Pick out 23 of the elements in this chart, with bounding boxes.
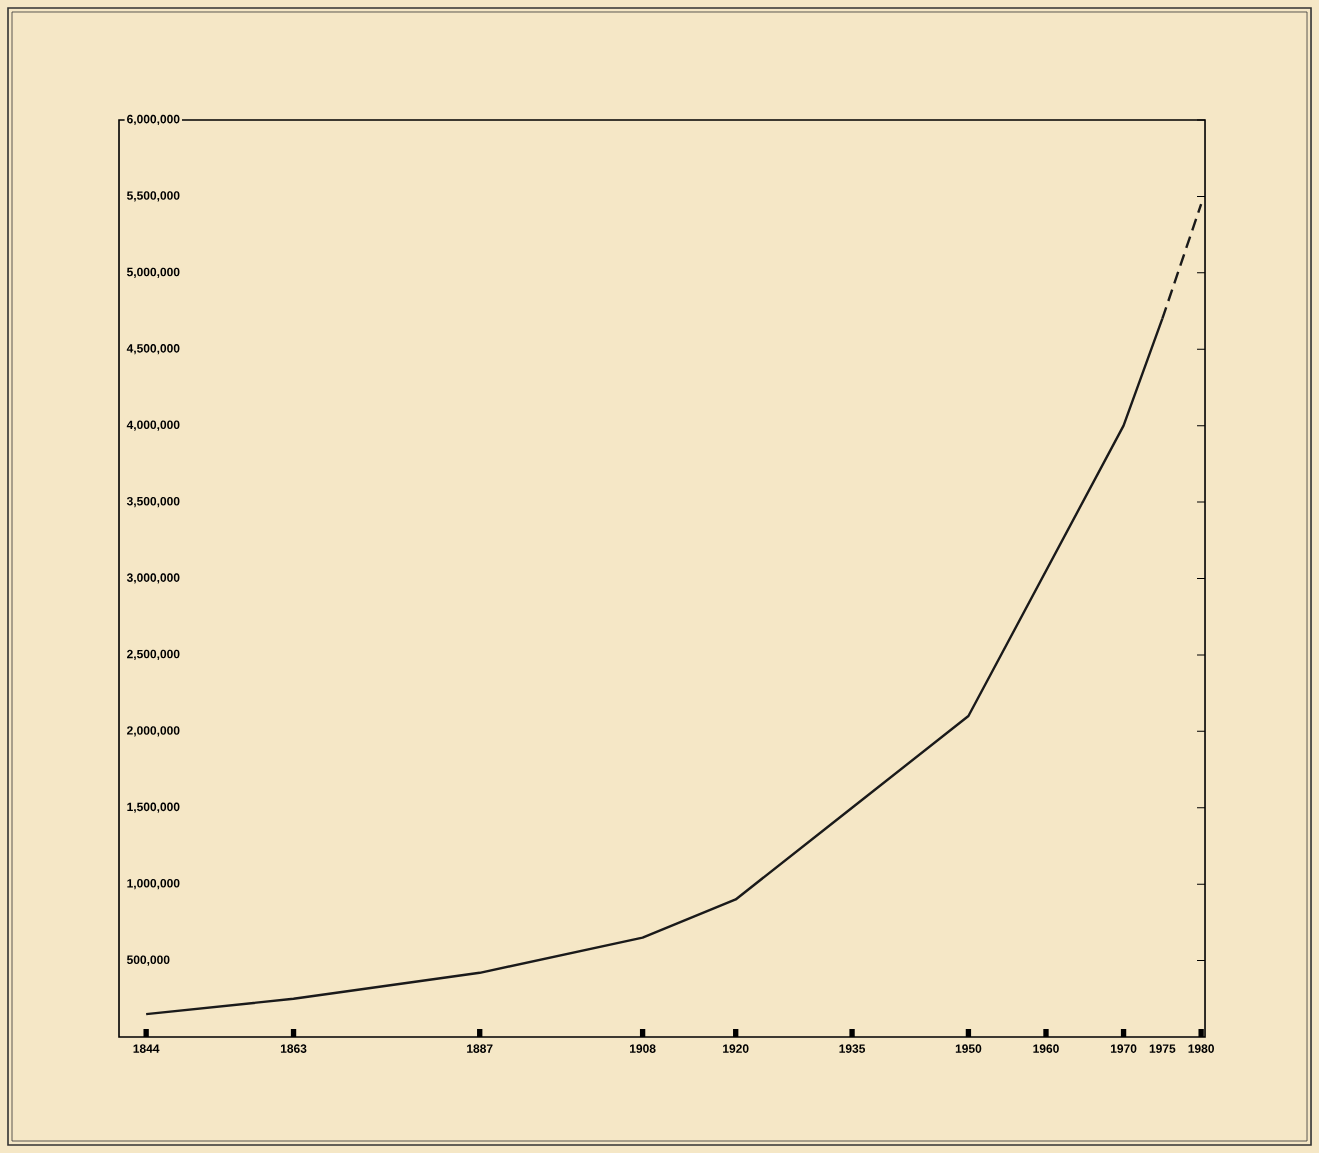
x-tick-label: 1863 — [280, 1044, 307, 1053]
y-tick-label: 4,500,000 — [126, 344, 180, 355]
y-tick-label: 2,000,000 — [127, 726, 180, 737]
x-tick-label: 1980 — [1188, 1044, 1214, 1053]
x-tick-label: 1908 — [630, 1044, 656, 1053]
y-tick-label: 6,000,000 — [127, 114, 180, 126]
x-tick-label: 1844 — [133, 1044, 160, 1053]
x-tick-label: 1920 — [723, 1044, 749, 1053]
y-tick-label: 3,500,000 — [126, 496, 180, 508]
y-tick-label: 1,500,000 — [127, 802, 180, 813]
y-tick-label: 3,000,000 — [126, 573, 180, 584]
x-tick-label: 1950 — [955, 1044, 982, 1053]
x-tick-label: 1960 — [1033, 1044, 1059, 1053]
x-tick-label: 1975 — [1149, 1044, 1176, 1053]
x-tick-label: 1887 — [467, 1044, 493, 1053]
y-tick-label: 1,000,000 — [127, 879, 180, 890]
y-tick-label: 2,500,000 — [127, 649, 180, 661]
x-tick-label: 1935 — [839, 1044, 866, 1053]
y-tick-label: 5,500,000 — [126, 191, 180, 202]
y-tick-label: 5,000,000 — [126, 267, 180, 278]
y-tick-label: 4,000,000 — [126, 420, 180, 431]
x-tick-label: 1970 — [1110, 1044, 1137, 1053]
y-tick-label: 500,000 — [126, 955, 170, 966]
